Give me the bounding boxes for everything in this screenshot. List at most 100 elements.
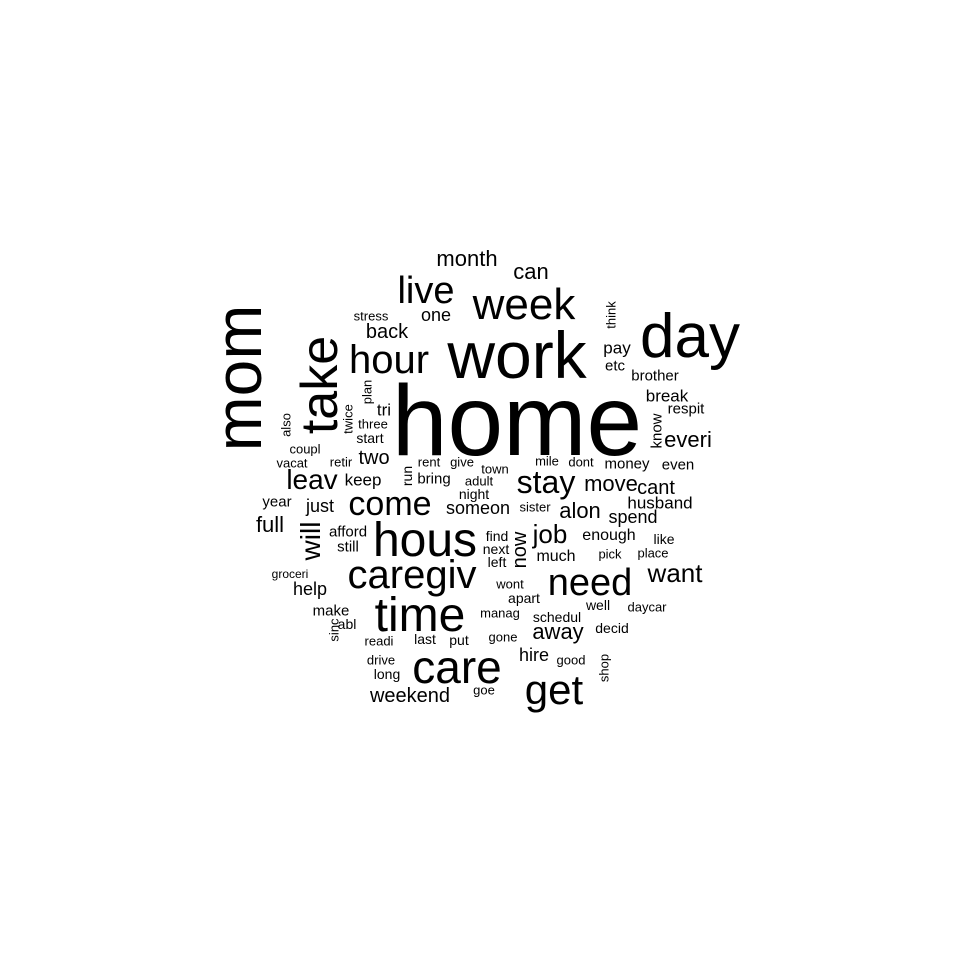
word-leav: leav: [286, 464, 338, 495]
word-need: need: [547, 562, 633, 604]
word-abl: abl: [337, 616, 357, 632]
word-weekend: weekend: [369, 685, 451, 707]
word-bring: bring: [417, 470, 451, 488]
word-month: month: [436, 246, 498, 271]
word-place: place: [637, 545, 669, 561]
word-twice: twice: [340, 404, 356, 434]
word-full: full: [255, 512, 285, 537]
word-still: still: [337, 538, 359, 556]
word-goe: goe: [473, 682, 495, 698]
word-mom: mom: [201, 304, 275, 452]
word-away: away: [532, 619, 584, 644]
word-take: take: [291, 335, 349, 435]
word-last: last: [414, 631, 436, 647]
word-make: make: [312, 602, 350, 620]
word-manag: manag: [480, 605, 520, 621]
word-gone: gone: [488, 629, 518, 645]
word-move: move: [584, 471, 638, 496]
word-can: can: [513, 259, 549, 284]
word-everi: everi: [664, 427, 712, 452]
word-two: two: [358, 447, 390, 469]
word-spend: spend: [608, 507, 658, 527]
word-care: care: [412, 641, 502, 693]
word-stay: stay: [516, 464, 576, 500]
word-drive: drive: [366, 652, 396, 668]
word-enough: enough: [582, 527, 636, 544]
word-day: day: [640, 302, 740, 371]
word-much: much: [536, 548, 576, 565]
word-hous: hous: [372, 514, 478, 567]
word-vacat: vacat: [276, 455, 308, 471]
word-just: just: [305, 496, 335, 516]
word-well: well: [585, 597, 611, 613]
word-home: home: [391, 365, 643, 477]
word-help: help: [292, 579, 328, 599]
word-will: will: [295, 521, 326, 561]
word-husband: husband: [627, 493, 693, 513]
word-sister: sister: [519, 499, 551, 515]
word-someon: someon: [445, 498, 511, 518]
word-brother: brother: [631, 367, 679, 385]
word-retir: retir: [329, 454, 353, 470]
word-plan: plan: [359, 379, 375, 405]
word-time: time: [374, 589, 466, 642]
word-cant: cant: [637, 477, 675, 499]
word-decid: decid: [595, 620, 629, 636]
word-tri: tri: [376, 400, 392, 420]
word-wont: wont: [496, 576, 524, 592]
word-break: break: [645, 386, 689, 406]
word-know: know: [648, 413, 666, 449]
word-keep: keep: [344, 470, 382, 490]
word-stress: stress: [353, 308, 389, 324]
word-even: even: [661, 456, 695, 474]
word-get: get: [524, 666, 584, 713]
word-dont: dont: [568, 454, 594, 470]
word-one: one: [420, 305, 452, 325]
word-groceri: groceri: [271, 567, 309, 581]
word-week: week: [472, 280, 576, 329]
word-alon: alon: [559, 498, 601, 523]
word-back: back: [365, 321, 409, 343]
word-like: like: [653, 531, 675, 547]
word-apart: apart: [508, 590, 540, 606]
word-good: good: [556, 652, 586, 668]
word-come: come: [348, 485, 432, 523]
word-hire: hire: [518, 645, 550, 665]
word-live: live: [397, 270, 455, 312]
word-think: think: [603, 301, 619, 329]
word-hour: hour: [348, 338, 430, 382]
word-want: want: [647, 558, 703, 588]
word-night: night: [458, 486, 490, 502]
word-give: give: [450, 454, 474, 470]
word-now: now: [509, 531, 531, 569]
word-schedul: schedul: [532, 609, 582, 625]
word-pay: pay: [603, 338, 631, 358]
word-run: run: [399, 465, 415, 487]
word-coupl: coupl: [289, 441, 321, 457]
word-next: next: [482, 541, 510, 557]
word-afford: afford: [328, 523, 368, 541]
word-respit: respit: [667, 400, 705, 418]
word-year: year: [262, 493, 292, 511]
word-shop: shop: [596, 653, 612, 683]
word-readi: readi: [364, 633, 394, 649]
word-find: find: [485, 528, 509, 544]
word-job: job: [532, 519, 568, 549]
word-left: left: [487, 554, 507, 570]
word-money: money: [604, 455, 650, 473]
word-adult: adult: [464, 473, 494, 489]
word-rent: rent: [417, 454, 441, 470]
word-pick: pick: [598, 546, 622, 562]
word-caregiv: caregiv: [347, 553, 477, 597]
word-three: three: [358, 416, 388, 432]
word-mile: mile: [535, 453, 559, 469]
word-also: also: [278, 413, 294, 437]
word-daycar: daycar: [627, 599, 667, 615]
word-sinc: sinc: [326, 618, 342, 642]
word-work: work: [447, 318, 587, 392]
word-put: put: [449, 632, 469, 648]
word-etc: etc: [604, 357, 626, 375]
word-start: start: [356, 430, 384, 446]
word-long: long: [373, 666, 401, 682]
